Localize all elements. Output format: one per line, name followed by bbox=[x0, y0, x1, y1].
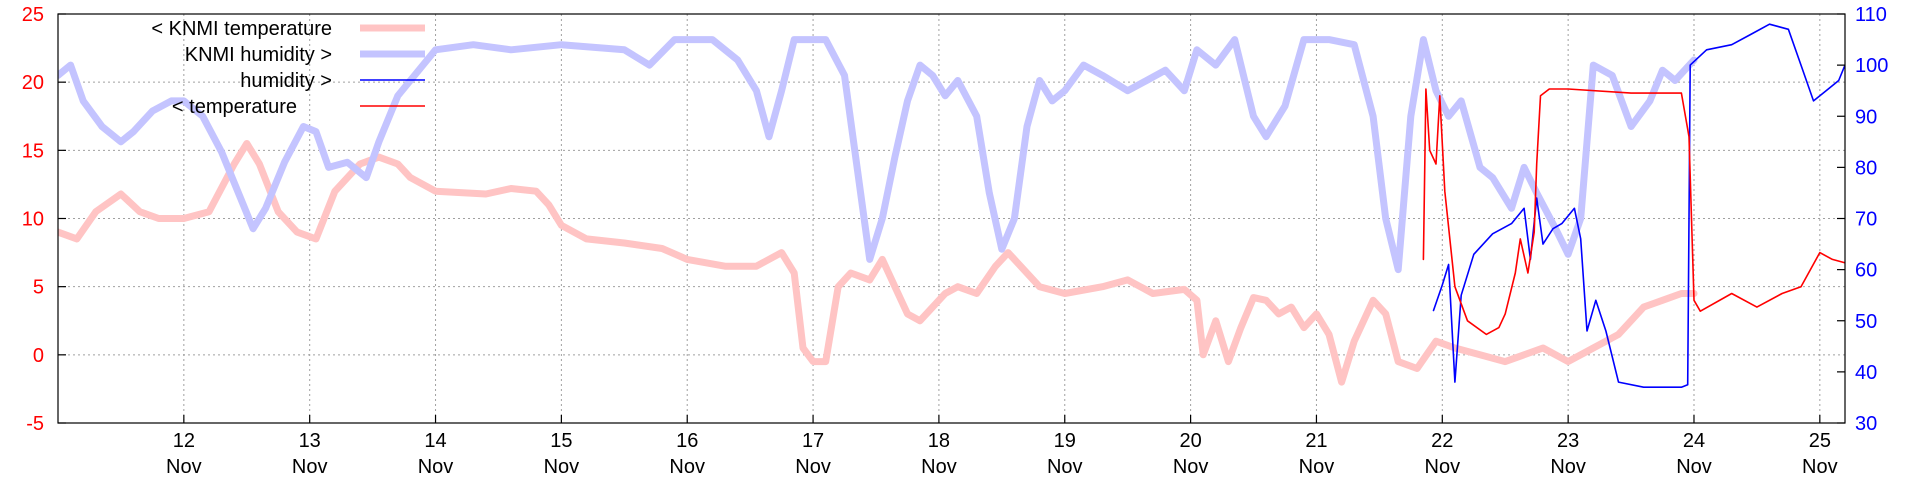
tick-label-x-month: Nov bbox=[1173, 456, 1209, 478]
tick-label-x-day: 19 bbox=[1054, 430, 1076, 452]
tick-label-x-month: Nov bbox=[1047, 456, 1083, 478]
tick-label-x-month: Nov bbox=[1676, 456, 1712, 478]
legend-label-knmi-temperature: < KNMI temperature bbox=[151, 18, 332, 40]
tick-label-x-day: 13 bbox=[299, 430, 321, 452]
tick-label-x-month: Nov bbox=[1299, 456, 1335, 478]
tick-label-left: -5 bbox=[26, 413, 44, 435]
legend-label-humidity: humidity > bbox=[240, 70, 332, 92]
tick-label-right: 30 bbox=[1855, 413, 1877, 435]
tick-label-x-day: 15 bbox=[550, 430, 572, 452]
tick-label-x-month: Nov bbox=[166, 456, 202, 478]
tick-label-x-day: 25 bbox=[1809, 430, 1831, 452]
tick-label-x-day: 17 bbox=[802, 430, 824, 452]
tick-label-x-month: Nov bbox=[544, 456, 580, 478]
axis-left: -5 0 5 10 15 20 25 bbox=[22, 4, 66, 435]
series-line-humidity bbox=[1432, 23, 1845, 388]
tick-label-x-month: Nov bbox=[1550, 456, 1586, 478]
tick-label-x-day: 20 bbox=[1179, 430, 1201, 452]
tick-label-x-month: Nov bbox=[1425, 456, 1461, 478]
tick-label-x-day: 22 bbox=[1431, 430, 1453, 452]
legend-label-knmi-humidity: KNMI humidity > bbox=[185, 44, 332, 66]
tick-label-right: 60 bbox=[1855, 260, 1877, 282]
tick-label-left: 5 bbox=[33, 277, 44, 299]
tick-label-x-day: 14 bbox=[424, 430, 446, 452]
tick-label-right: 100 bbox=[1855, 55, 1888, 77]
tick-label-left: 20 bbox=[22, 72, 44, 94]
legend: < KNMI temperature KNMI humidity > humid… bbox=[151, 18, 425, 118]
series-line-knmi-temperature bbox=[58, 140, 1698, 386]
tick-label-right: 40 bbox=[1855, 362, 1877, 384]
tick-label-right: 110 bbox=[1855, 4, 1887, 26]
tick-label-x-day: 18 bbox=[928, 430, 950, 452]
tick-label-left: 10 bbox=[22, 209, 44, 231]
axis-x: 12 Nov 13 Nov 14 Nov 15 Nov 16 Nov 17 Nov 18 Nov 19 Nov… bbox=[166, 415, 1838, 478]
axis-right: 30 40 50 60 70 80 90 100 110 bbox=[1837, 4, 1888, 435]
tick-label-left: 15 bbox=[22, 140, 44, 162]
tick-label-x-day: 24 bbox=[1683, 430, 1705, 452]
tick-label-x-month: Nov bbox=[292, 456, 328, 478]
tick-label-left: 0 bbox=[33, 345, 44, 367]
tick-label-x-month: Nov bbox=[669, 456, 705, 478]
tick-label-x-day: 23 bbox=[1557, 430, 1579, 452]
tick-label-x-month: Nov bbox=[921, 456, 957, 478]
tick-label-x-month: Nov bbox=[418, 456, 454, 478]
series-line-knmi-humidity bbox=[58, 36, 1698, 274]
tick-label-right: 70 bbox=[1855, 209, 1877, 231]
series-line-temperature bbox=[1422, 88, 1845, 336]
tick-label-x-month: Nov bbox=[795, 456, 831, 478]
tick-label-right: 50 bbox=[1855, 311, 1877, 333]
tick-label-right: 80 bbox=[1855, 157, 1877, 179]
tick-label-left: 25 bbox=[22, 4, 44, 26]
grid bbox=[58, 14, 1845, 423]
series-layer bbox=[58, 23, 1845, 388]
tick-label-x-month: Nov bbox=[1802, 456, 1838, 478]
tick-label-x-day: 21 bbox=[1305, 430, 1327, 452]
tick-label-x-day: 16 bbox=[676, 430, 698, 452]
legend-label-temperature: < temperature bbox=[172, 96, 297, 118]
tick-label-x-day: 12 bbox=[173, 430, 195, 452]
tick-label-right: 90 bbox=[1855, 106, 1877, 128]
